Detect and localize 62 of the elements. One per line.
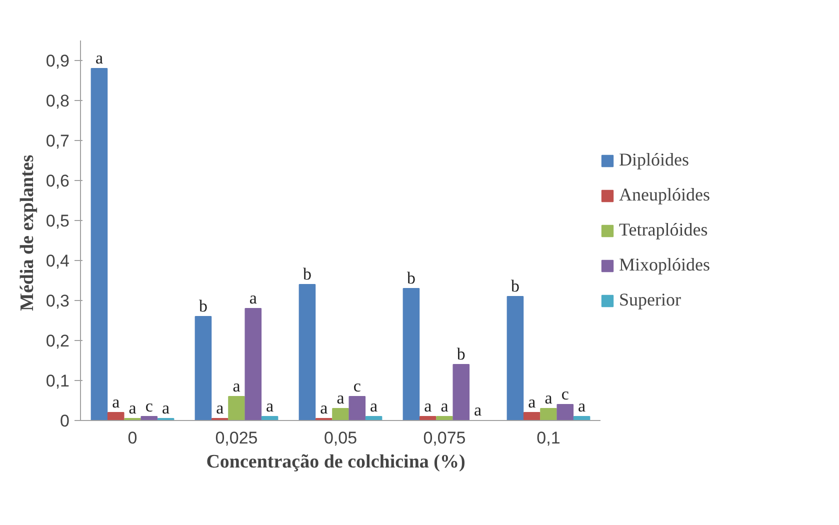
bar (402, 288, 420, 420)
legend-label: Tetraplóides (619, 220, 708, 240)
data-label: b (302, 264, 312, 284)
y-tick-label: 0,8 (46, 92, 70, 110)
bar (348, 396, 366, 420)
data-label: c (145, 396, 154, 416)
bar (228, 396, 245, 420)
bar (523, 412, 540, 420)
bar (452, 364, 470, 420)
bar (244, 308, 262, 420)
y-tick-label: 0,5 (46, 212, 70, 230)
bar (140, 416, 158, 420)
data-label: a (266, 396, 274, 416)
data-label: a (216, 398, 224, 418)
data-label: a (232, 376, 241, 396)
data-label: b (406, 268, 416, 288)
y-tick-label: 0,2 (46, 332, 70, 350)
data-label: a (544, 388, 553, 408)
data-label: b (510, 276, 520, 296)
x-tick-label: 0,1 (536, 428, 560, 448)
x-tick-label: 0,075 (423, 428, 466, 448)
legend-label: Diplóides (619, 150, 689, 170)
data-label: a (424, 396, 432, 416)
data-label: b (198, 296, 208, 316)
legend-label: Mixoplóides (619, 254, 710, 276)
y-tick-label: 0,1 (46, 372, 70, 390)
bar (90, 68, 108, 420)
x-tick-label: 0,05 (324, 428, 358, 448)
data-label: a (474, 400, 482, 420)
data-label: a (162, 398, 170, 418)
bar (107, 412, 124, 420)
data-label: a (95, 48, 104, 68)
data-label: a (249, 288, 258, 308)
bar (298, 284, 316, 420)
y-axis-title: Média de explantes (16, 154, 38, 311)
data-label: a (320, 398, 328, 418)
data-label: a (578, 396, 586, 416)
bar (332, 408, 349, 420)
data-label: a (112, 392, 120, 412)
data-label: a (370, 396, 378, 416)
y-tick-label: 0,3 (46, 292, 70, 310)
y-tick-label: 0,9 (46, 52, 70, 70)
bar (556, 404, 574, 420)
x-tick-label: 0 (128, 428, 138, 448)
legend-label: Aneuplóides (619, 184, 710, 206)
data-label: c (353, 376, 362, 396)
data-label: a (336, 388, 345, 408)
x-tick-label: 0,025 (215, 428, 258, 448)
y-tick-label: 0,7 (46, 132, 70, 150)
legend-label: Superior (619, 290, 681, 310)
data-label: c (561, 384, 570, 404)
data-label: a (528, 392, 536, 412)
data-label: a (128, 398, 137, 418)
y-tick-label: 0,6 (46, 172, 70, 190)
x-axis-title: Concentração de colchicina (%) (206, 452, 466, 472)
bar (540, 408, 557, 420)
data-label: b (456, 344, 466, 364)
y-tick-label: 0 (60, 412, 70, 430)
bar (194, 316, 212, 420)
y-tick-label: 0,4 (46, 252, 70, 270)
data-label: a (440, 396, 449, 416)
bar (506, 296, 524, 420)
